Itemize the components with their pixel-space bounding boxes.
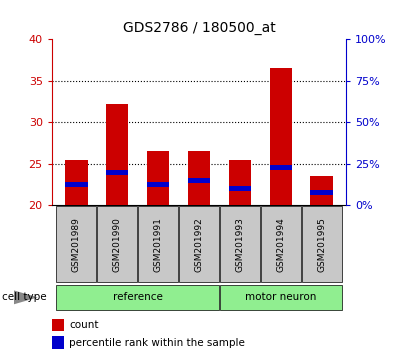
Bar <box>56 285 219 310</box>
Text: reference: reference <box>113 292 162 302</box>
Bar <box>310 176 333 205</box>
Bar <box>229 160 251 205</box>
Text: GSM201993: GSM201993 <box>235 217 244 272</box>
Bar <box>310 190 333 195</box>
Bar <box>52 336 64 349</box>
Bar <box>261 206 301 282</box>
Bar <box>106 170 129 175</box>
Bar <box>188 178 210 183</box>
Polygon shape <box>14 290 38 304</box>
Bar <box>220 206 260 282</box>
Bar <box>229 186 251 191</box>
Text: motor neuron: motor neuron <box>245 292 316 302</box>
Bar <box>106 104 129 205</box>
Bar <box>65 160 88 205</box>
Bar <box>52 319 64 331</box>
Bar <box>269 165 292 170</box>
Text: GSM201992: GSM201992 <box>195 217 203 272</box>
Text: percentile rank within the sample: percentile rank within the sample <box>69 338 245 348</box>
Bar <box>179 206 219 282</box>
Text: count: count <box>69 320 99 330</box>
Bar <box>56 206 96 282</box>
Bar <box>147 151 169 205</box>
Bar <box>147 182 169 187</box>
Bar <box>188 151 210 205</box>
Bar <box>97 206 137 282</box>
Bar <box>269 68 292 205</box>
Bar <box>302 206 342 282</box>
Text: GSM201991: GSM201991 <box>154 217 163 272</box>
Text: GSM201990: GSM201990 <box>113 217 122 272</box>
Text: GSM201989: GSM201989 <box>72 217 81 272</box>
Text: GSM201994: GSM201994 <box>276 217 285 272</box>
Title: GDS2786 / 180500_at: GDS2786 / 180500_at <box>123 21 275 35</box>
Text: GSM201995: GSM201995 <box>317 217 326 272</box>
Text: cell type: cell type <box>2 292 47 302</box>
Bar <box>65 182 88 187</box>
Bar <box>220 285 342 310</box>
Bar <box>138 206 178 282</box>
